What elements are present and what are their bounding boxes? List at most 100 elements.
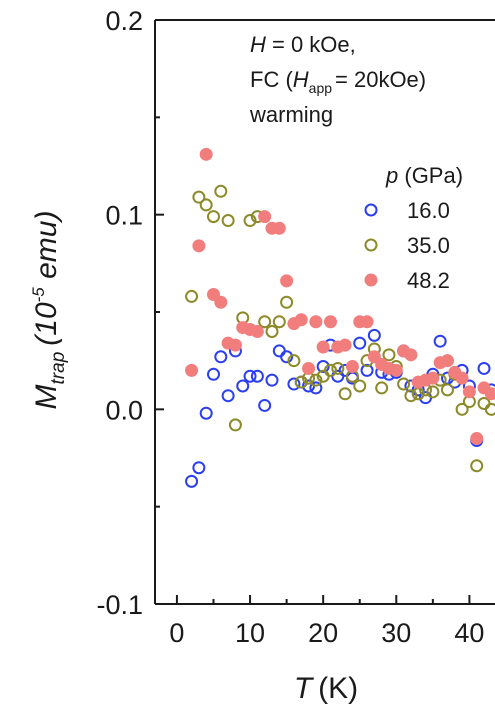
data-point xyxy=(185,289,199,303)
data-point xyxy=(192,461,206,475)
data-point xyxy=(462,385,476,399)
data-point xyxy=(375,381,389,395)
data-point xyxy=(243,369,257,383)
data-point xyxy=(477,361,491,375)
data-point xyxy=(433,334,447,348)
legend-marker-48 xyxy=(364,273,378,287)
x-tick-label: 20 xyxy=(308,618,338,648)
data-point xyxy=(258,398,272,412)
data-point xyxy=(440,354,454,368)
data-point xyxy=(404,348,418,362)
series-48.2 xyxy=(185,147,495,446)
annotation-line-1: H = 0 kOe, xyxy=(250,32,356,57)
data-point xyxy=(302,361,316,375)
data-point xyxy=(331,361,345,375)
data-point xyxy=(214,350,228,364)
data-point xyxy=(470,459,484,473)
data-point xyxy=(206,367,220,381)
x-tick-label: 10 xyxy=(235,618,265,648)
legend-label-35: 35.0 xyxy=(407,233,450,258)
data-point xyxy=(470,432,484,446)
data-point xyxy=(338,387,352,401)
data-point xyxy=(309,373,323,387)
data-point xyxy=(287,377,301,391)
data-point xyxy=(272,344,286,358)
data-point xyxy=(426,385,440,399)
y-tick-label: 0.2 xyxy=(105,6,143,36)
x-ticks: 0 10 20 30 40 xyxy=(169,595,484,648)
y-tick-label: 0.0 xyxy=(105,395,143,425)
data-point xyxy=(185,474,199,488)
data-point xyxy=(280,350,294,364)
data-point xyxy=(309,381,323,395)
data-point xyxy=(455,402,469,416)
x-axis-title: T (K) xyxy=(294,672,358,705)
data-point xyxy=(243,214,257,228)
data-point xyxy=(353,336,367,350)
series-16.0 xyxy=(185,328,495,488)
data-point xyxy=(309,315,323,329)
data-point xyxy=(440,383,454,397)
legend-label-48: 48.2 xyxy=(407,268,450,293)
x-tick-label: 40 xyxy=(454,618,484,648)
y-tick-label: -0.1 xyxy=(96,590,143,620)
legend-marker-16 xyxy=(364,203,378,217)
data-point xyxy=(185,363,199,377)
data-point xyxy=(192,190,206,204)
data-point xyxy=(345,360,359,374)
data-point xyxy=(426,371,440,385)
data-point xyxy=(382,348,396,362)
data-point xyxy=(206,210,220,224)
data-point xyxy=(455,371,469,385)
data-point xyxy=(258,315,272,329)
data-point xyxy=(265,373,279,387)
series-35.0 xyxy=(185,184,495,473)
legend-marker-35 xyxy=(364,238,378,252)
data-point xyxy=(199,147,213,161)
data-point xyxy=(294,375,308,389)
data-point xyxy=(280,274,294,288)
data-series xyxy=(185,147,495,488)
legend-label-16: 16.0 xyxy=(407,198,450,223)
data-point xyxy=(484,402,495,416)
data-point xyxy=(397,377,411,391)
annotation-line-3: warming xyxy=(249,102,333,127)
data-point xyxy=(192,239,206,253)
y-axis-title: Mtrap(10-5 emu) xyxy=(29,211,69,410)
x-tick-label: 30 xyxy=(381,618,411,648)
data-point xyxy=(272,221,286,235)
data-point xyxy=(287,354,301,368)
annotation-line-2: FC (Happ = 20kOe) xyxy=(250,67,426,96)
legend: p (GPa) 16.0 35.0 48.2 xyxy=(364,163,463,293)
data-point xyxy=(338,338,352,352)
data-point xyxy=(265,324,279,338)
data-point xyxy=(221,389,235,403)
data-point xyxy=(316,340,330,354)
y-ticks: -0.1 0.0 0.1 0.2 xyxy=(96,6,164,620)
data-point xyxy=(280,295,294,309)
data-point xyxy=(228,338,242,352)
annotation: H = 0 kOe, FC (Happ = 20kOe) warming xyxy=(249,32,426,127)
data-point xyxy=(316,360,330,374)
data-point xyxy=(484,387,495,401)
x-tick-label: 0 xyxy=(169,618,184,648)
data-point xyxy=(214,295,228,309)
data-point xyxy=(250,324,264,338)
data-point xyxy=(250,369,264,383)
data-point xyxy=(258,210,272,224)
data-point xyxy=(360,363,374,377)
data-point xyxy=(323,363,337,377)
data-point xyxy=(323,315,337,329)
data-point xyxy=(477,396,491,410)
legend-title: p (GPa) xyxy=(385,163,463,188)
data-point xyxy=(404,389,418,403)
data-point xyxy=(294,313,308,327)
data-point xyxy=(389,363,403,377)
data-point xyxy=(360,315,374,329)
data-point xyxy=(367,328,381,342)
data-point xyxy=(221,214,235,228)
data-point xyxy=(272,315,286,329)
data-point xyxy=(214,184,228,198)
data-point xyxy=(199,198,213,212)
